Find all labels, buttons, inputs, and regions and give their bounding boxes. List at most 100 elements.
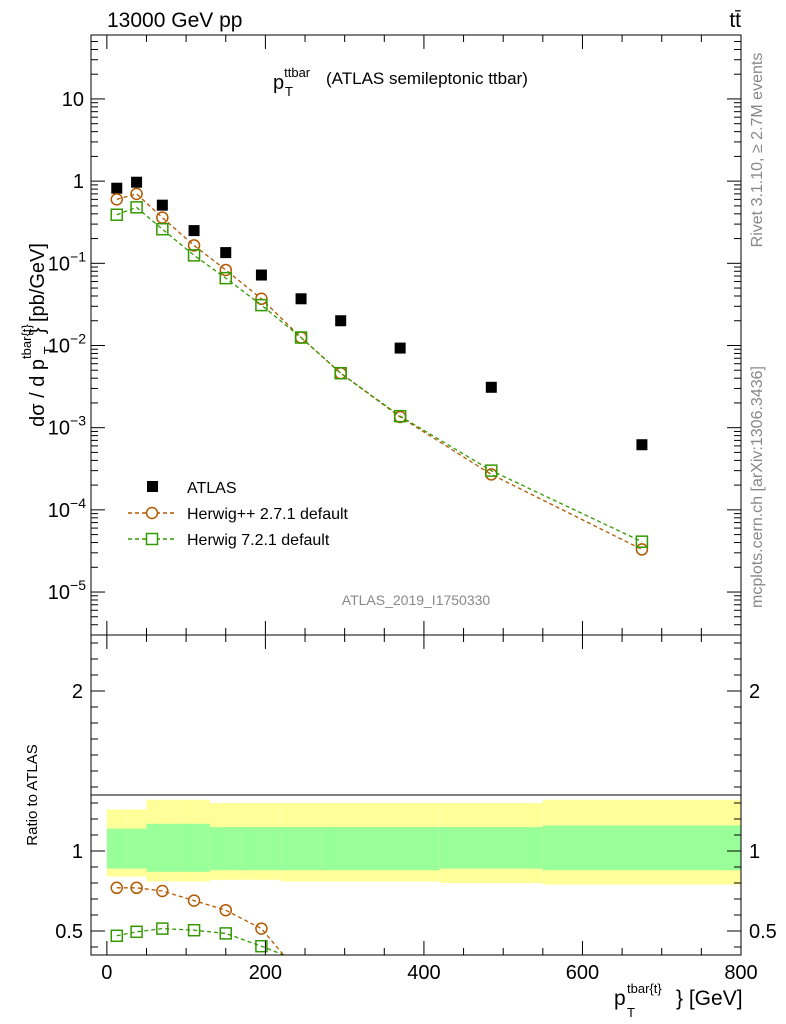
herwig7-point	[485, 464, 498, 477]
inner-uncertainty-band	[146, 823, 179, 872]
main-y-tick-label: 1	[73, 171, 84, 193]
ratio-y-tick-label: 1	[72, 841, 83, 863]
atlas-data-point	[636, 439, 648, 451]
inner-uncertainty-band	[439, 827, 543, 869]
ratio-herwig7-point	[219, 927, 233, 940]
inner-uncertainty-band	[360, 827, 440, 871]
ratio-series	[110, 881, 285, 956]
tick-base: 10	[48, 418, 70, 440]
herwig7-point	[393, 409, 407, 423]
herwigpp-point	[635, 543, 649, 556]
ratio-herwig7-point	[130, 925, 143, 939]
main-x-ticks	[106, 35, 742, 635]
inner-uncertainty-band	[281, 827, 321, 871]
x-tick-label: 0	[101, 962, 112, 984]
x-axis-label: p tbar{t} T } [GeV]	[614, 981, 743, 1020]
tick-base: 10	[48, 335, 70, 357]
ratio-plot-frame	[90, 634, 742, 956]
legend-marker-herwigpp	[145, 506, 159, 520]
process-label: tt̄	[729, 9, 741, 32]
mcplots-label: mcplots.cern.ch [arXiv:1306.3436]	[749, 366, 766, 608]
x-tick-label: 400	[407, 962, 440, 984]
herwigpp-point	[130, 187, 143, 201]
main-y-tick-label: 10−4	[48, 495, 86, 522]
herwig7-point	[219, 271, 233, 285]
herwig7-point	[187, 249, 201, 262]
xlabel-p: p	[614, 987, 626, 1010]
atlas-data-point	[394, 342, 406, 354]
legend-label-herwigpp: Herwig++ 2.7.1 default	[187, 506, 349, 523]
legend-label-atlas: ATLAS	[187, 480, 237, 497]
analysis-id: ATLAS_2019_I1750330	[342, 592, 491, 608]
atlas-data-point	[255, 269, 267, 281]
atlas-data-point	[335, 315, 347, 327]
ratio-series-line	[116, 887, 285, 956]
main-y-tick-label: 10−5	[48, 577, 86, 604]
x-tick-label: 600	[566, 962, 599, 984]
atlas-data-point	[220, 247, 232, 259]
ratio-y-tick-label: 1	[749, 841, 760, 863]
ylabel-part1: dσ / d p	[27, 359, 49, 427]
ratio-y-tick-label: 0.5	[749, 921, 777, 943]
plot-title: pttbar	[273, 65, 311, 94]
herwigpp-point	[187, 239, 201, 252]
xlabel-rest: } [GeV]	[676, 987, 743, 1010]
legend-label-herwig7: Herwig 7.2.1 default	[187, 532, 330, 549]
herwigpp-point	[334, 366, 347, 380]
herwig7-point	[635, 535, 649, 548]
herwigpp-point	[219, 263, 233, 277]
main-y-tick-label: 10−1	[48, 248, 86, 275]
tick-base: 10	[48, 500, 70, 522]
main-y-label: dσ / d ptbar{t} T} [pb/GeV]	[19, 243, 56, 427]
ratio-herwig7-point	[187, 923, 201, 937]
main-y-tick-label: 10−2	[48, 330, 86, 357]
herwig7-point	[130, 201, 143, 214]
series-line	[116, 206, 643, 543]
tick-base: 10	[48, 582, 70, 604]
herwig7-point	[255, 298, 268, 312]
series-line	[116, 193, 643, 550]
main-y-tick-label: 10−3	[48, 413, 86, 440]
ratio-y-ticks: 0.5 0.5 1 1 2 2	[55, 642, 777, 948]
ratio-herwig7-point	[156, 922, 169, 935]
ylabel-sub: T	[41, 346, 56, 354]
atlas-data-point	[485, 381, 497, 393]
atlas-data-point	[295, 293, 307, 305]
rivet-version-label: Rivet 3.1.10, ≥ 2.7M events	[749, 53, 766, 248]
herwigpp-point	[156, 211, 169, 224]
herwig7-point	[294, 331, 308, 344]
ratio-herwigpp-point	[255, 922, 268, 935]
main-y-tick-label: 10	[62, 89, 84, 111]
ratio-herwigpp-point	[156, 884, 169, 898]
svg-text:dσ / d ptbar{t}T} [pb/GeV]: dσ / d ptbar{t} T} [pb/GeV]	[19, 243, 56, 427]
ratio-y-label: Ratio to ATLAS	[24, 744, 41, 845]
ratio-y-tick-label: 2	[72, 681, 83, 703]
ratio-x-ticks: 0 200 400 600 800	[101, 635, 758, 984]
ratio-herwigpp-point	[187, 894, 201, 907]
ratio-plot: 0.5 0.5 1 1 2 2 0 200 400 600 800 Ratio to ATLAS	[24, 634, 777, 984]
atlas-data-point	[111, 182, 123, 194]
xlabel-sub: T	[627, 1005, 635, 1020]
ratio-herwigpp-point	[130, 881, 143, 895]
herwig7-point	[156, 222, 169, 236]
tick-exponent: −3	[70, 413, 86, 429]
collision-energy-label: 13000 GeV pp	[107, 9, 242, 32]
inner-uncertainty-band	[241, 827, 282, 871]
x-tick-label: 800	[724, 962, 757, 984]
herwig7-point	[334, 366, 347, 380]
inner-uncertainty-band	[542, 825, 741, 871]
ratio-series-line	[116, 927, 284, 956]
xlabel-sup: tbar{t}	[627, 981, 662, 996]
inner-uncertainty-band	[209, 827, 242, 871]
ratio-y-tick-label: 2	[749, 681, 760, 703]
tick-exponent: −5	[70, 577, 86, 593]
plot-title-sup: ttbar	[284, 65, 311, 80]
legend: ATLAS Herwig++ 2.7.1 default Herwig 7.2.…	[128, 480, 349, 549]
ylabel-sup: tbar{t}	[19, 324, 34, 359]
atlas-data-point	[156, 199, 168, 211]
inner-uncertainty-band	[126, 828, 147, 869]
ratio-herwig7-point	[255, 939, 268, 953]
